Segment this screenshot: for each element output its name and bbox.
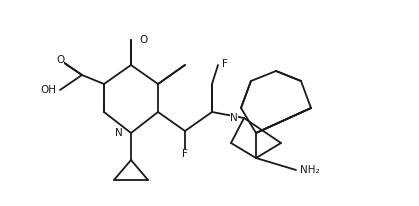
Text: F: F (222, 59, 228, 69)
Text: O: O (56, 55, 64, 65)
Text: O: O (139, 35, 147, 45)
Text: OH: OH (40, 85, 56, 95)
Text: N: N (230, 113, 238, 123)
Text: F: F (182, 149, 188, 159)
Text: NH₂: NH₂ (300, 165, 320, 175)
Text: N: N (115, 128, 123, 138)
